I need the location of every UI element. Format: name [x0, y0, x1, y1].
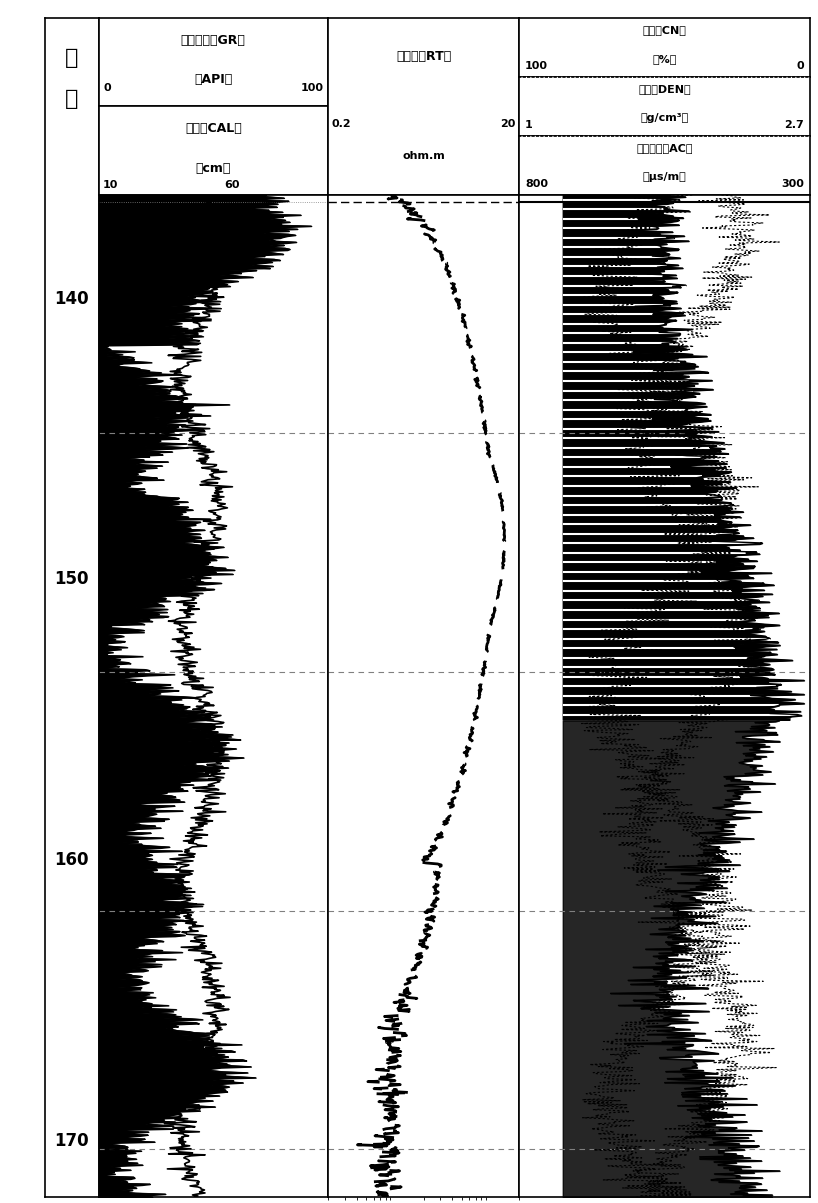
Text: 140: 140	[55, 290, 89, 308]
Text: 300: 300	[781, 179, 804, 189]
Text: 深: 深	[65, 48, 79, 67]
Text: 2.7: 2.7	[784, 120, 804, 130]
Text: 中子（CN）: 中子（CN）	[643, 25, 686, 35]
Text: 60: 60	[225, 180, 240, 190]
Text: 160: 160	[55, 852, 89, 869]
Text: 100: 100	[525, 61, 548, 71]
Text: 20: 20	[500, 119, 515, 129]
Text: 度: 度	[65, 89, 79, 108]
Text: （%）: （%）	[652, 54, 676, 64]
Text: 自然伽马（GR）: 自然伽马（GR）	[181, 34, 245, 47]
Text: 10: 10	[103, 180, 119, 190]
Text: 井径（CAL）: 井径（CAL）	[185, 122, 241, 135]
Text: 170: 170	[55, 1132, 89, 1150]
Text: （cm）: （cm）	[196, 162, 231, 174]
Text: 0: 0	[797, 61, 804, 71]
Text: （μs/m）: （μs/m）	[643, 172, 686, 182]
Text: 1: 1	[525, 120, 533, 130]
Text: （g/cm³）: （g/cm³）	[640, 113, 689, 123]
Text: 声波时差（AC）: 声波时差（AC）	[636, 143, 693, 153]
Text: 800: 800	[525, 179, 548, 189]
Text: 0: 0	[103, 83, 110, 93]
Text: （API）: （API）	[194, 73, 232, 87]
Text: ohm.m: ohm.m	[402, 152, 445, 161]
Text: 100: 100	[300, 83, 323, 93]
Text: 电阵率（RT）: 电阵率（RT）	[396, 51, 452, 64]
Text: 0.2: 0.2	[332, 119, 352, 129]
Text: 150: 150	[55, 570, 89, 588]
Text: 密度（DEN）: 密度（DEN）	[638, 84, 691, 94]
